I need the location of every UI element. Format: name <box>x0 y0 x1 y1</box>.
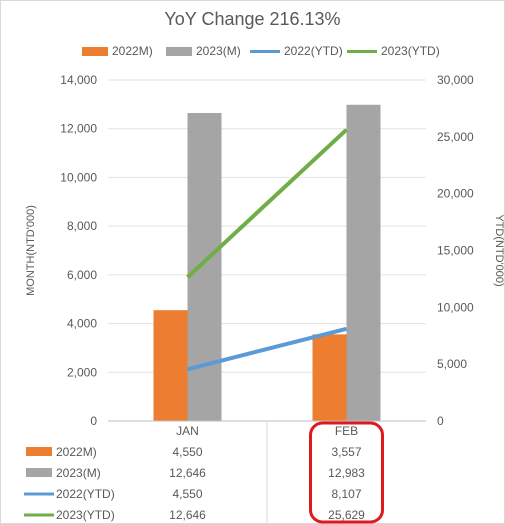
table-row-label: 2023(YTD) <box>56 508 115 522</box>
series-lines <box>186 128 348 372</box>
x-tick-label: JAN <box>176 424 199 438</box>
x-tick-label: FEB <box>335 424 358 438</box>
y-left-tick-label: 8,000 <box>67 219 97 233</box>
table-cell: 25,629 <box>328 508 365 522</box>
y-right-tick-label: 5,000 <box>437 357 467 371</box>
y-left-tick-label: 2,000 <box>67 365 97 379</box>
table-cell: 4,550 <box>172 445 202 459</box>
series-line <box>187 326 347 372</box>
legend-label: 2022(YTD) <box>284 44 343 58</box>
legend-swatch <box>250 49 280 53</box>
bar <box>312 334 347 421</box>
table-row-label: 2022M) <box>56 445 97 459</box>
y-right-tick-label: 10,000 <box>437 300 474 314</box>
legend-label: 2022M) <box>112 44 153 58</box>
legend-label: 2023(M) <box>196 44 241 58</box>
legend-swatch <box>347 49 377 53</box>
legend-item: 2022M) <box>82 44 153 58</box>
y-right-tick-label: 20,000 <box>437 187 474 201</box>
y-left-tick-label: 10,000 <box>60 170 97 184</box>
legend-item: 2023(YTD) <box>347 44 440 58</box>
series-line <box>186 128 348 279</box>
y-left-axis-title: MONTH(NTD'000) <box>25 205 37 296</box>
legend-item: 2023(M) <box>166 44 241 58</box>
y-left-tick-label: 12,000 <box>60 122 97 136</box>
legend-swatch <box>166 46 192 56</box>
y-right-tick-label: 0 <box>437 414 444 428</box>
table-cell: 8,107 <box>331 487 361 501</box>
table-legend-swatch <box>26 468 52 477</box>
table-cell: 12,983 <box>328 466 365 480</box>
bar <box>346 104 381 422</box>
table-cell: 12,646 <box>169 466 206 480</box>
table-row-label: 2023(M) <box>56 466 101 480</box>
y-right-axis-title: YTD(NTD'000) <box>493 214 505 286</box>
table-row-label: 2022(YTD) <box>56 487 115 501</box>
y-right-tick-label: 30,000 <box>437 73 474 87</box>
data-table: JAN FEB 2022M) 4,550 3,557 2023(M) 12,646 12,98… <box>24 421 365 524</box>
y-left-tick-label: 14,000 <box>60 73 97 87</box>
y-right-tick-label: 25,000 <box>437 130 474 144</box>
chart-title: YoY Change 216.13% <box>164 9 341 29</box>
highlight-box <box>309 421 384 524</box>
legend-label: 2023(YTD) <box>381 44 440 58</box>
legend: 2022M) 2023(M) 2022(YTD) 2023(YTD) <box>0 44 505 60</box>
axes: 0 2,000 4,000 6,000 8,000 10,000 12,000 14,000 0… <box>25 73 505 428</box>
y-left-tick-label: 6,000 <box>67 268 97 282</box>
legend-swatch <box>82 46 108 56</box>
bar <box>187 112 222 422</box>
y-left-tick-label: 4,000 <box>67 317 97 331</box>
y-left-tick-label: 0 <box>90 414 97 428</box>
table-cell: 4,550 <box>172 487 202 501</box>
bar <box>153 310 188 421</box>
table-cell: 12,646 <box>169 508 206 522</box>
table-legend-swatch <box>26 447 52 456</box>
y-right-tick-label: 15,000 <box>437 244 474 258</box>
legend-item: 2022(YTD) <box>250 44 343 58</box>
table-cell: 3,557 <box>331 445 361 459</box>
bars <box>153 104 381 422</box>
